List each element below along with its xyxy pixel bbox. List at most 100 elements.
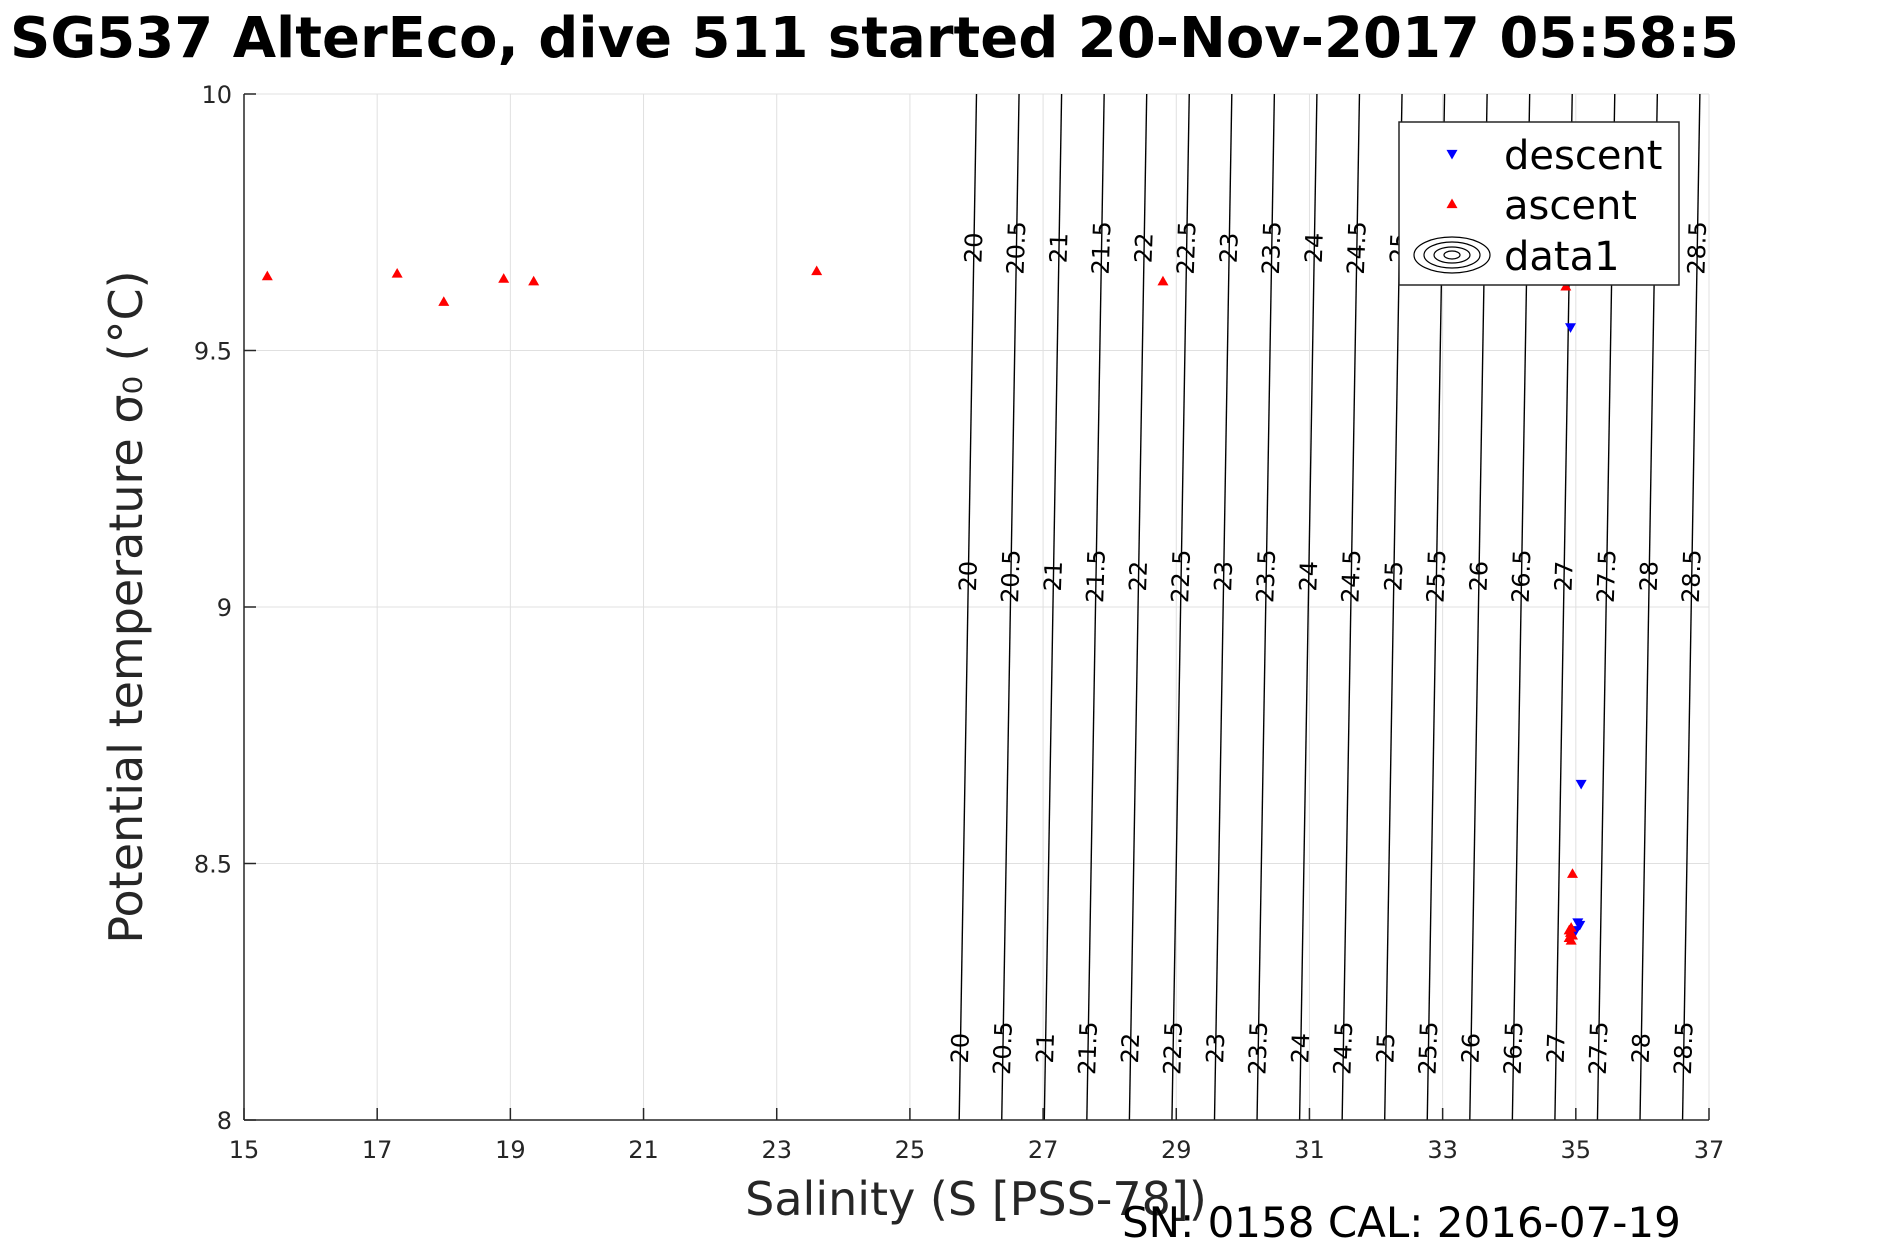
contour-label: 21.5 (1081, 549, 1111, 603)
contour-label: 28.5 (1677, 549, 1707, 603)
contour-label: 21 (1044, 232, 1073, 264)
x-axis-label: Salinity (S [PSS-78]) (745, 1172, 1207, 1226)
contour-line (1681, 93, 1701, 1121)
contour-label: 20 (946, 1032, 975, 1064)
contour-line (1043, 93, 1063, 1121)
x-tick-label: 35 (1561, 1136, 1592, 1164)
contour-label: 21.5 (1087, 221, 1117, 275)
contour-label: 25.5 (1414, 1021, 1444, 1075)
x-tick-label: 15 (229, 1136, 260, 1164)
legend-contour-icon (1423, 241, 1481, 269)
legend-label-data1: data1 (1504, 234, 1620, 280)
x-tick-label: 31 (1294, 1136, 1325, 1164)
contour-label: 25 (1379, 560, 1408, 592)
chart-title: SG537 AlterEco, dive 511 started 20-Nov-… (10, 6, 1739, 71)
contour-label: 22 (1116, 1032, 1145, 1064)
contour-label: 22.5 (1172, 221, 1202, 275)
axes: 15 17 19 21 23 25 27 29 31 33 35 37 8 8.5 9 9.5 10 Salini… (99, 81, 1724, 1226)
contour-label: 20.5 (988, 1021, 1018, 1075)
contour-label: 28 (1635, 560, 1664, 592)
grid (243, 93, 1710, 1121)
x-tick-label: 21 (628, 1136, 659, 1164)
contour-label: 23.5 (1243, 1021, 1273, 1075)
contour-label: 26.5 (1507, 549, 1537, 603)
contour-label: 22.5 (1158, 1021, 1188, 1075)
legend-label-descent: descent (1504, 133, 1662, 179)
y-tick-label: 9.5 (194, 338, 232, 366)
contour-label: 21.5 (1073, 1021, 1103, 1075)
contour-label: 20 (954, 560, 983, 592)
ascent-point (528, 275, 540, 286)
y-axis-label: Potential temperature σ₀ (°C) (99, 270, 153, 943)
contour-line (1001, 93, 1020, 1121)
contour-label: 21 (1039, 560, 1068, 592)
contour-label: 23.5 (1251, 549, 1281, 603)
contour-label: 25.5 (1422, 549, 1452, 603)
legend-contour-icon (1413, 236, 1491, 274)
descent-point (1575, 779, 1587, 790)
descent-point (1564, 323, 1576, 333)
contour-label: 20.5 (996, 549, 1026, 603)
x-tick-label: 19 (495, 1136, 526, 1164)
contour-line (1341, 93, 1361, 1121)
contour-label: 26 (1464, 560, 1493, 592)
contour-line (1128, 93, 1148, 1121)
y-tick-label: 10 (201, 81, 232, 109)
legend-contour-icon (1443, 250, 1461, 260)
contour-label: 28 (1627, 1032, 1656, 1064)
ascent-point (261, 270, 273, 281)
contour-label: 23 (1215, 232, 1244, 264)
x-tick-label: 17 (362, 1136, 393, 1164)
contour-label: 21 (1031, 1032, 1060, 1064)
x-tick-label: 29 (1161, 1136, 1192, 1164)
contour-label: 22 (1130, 232, 1159, 264)
legend-marker-ascent (1446, 198, 1458, 209)
contour-line (1171, 93, 1190, 1121)
contour-label: 27 (1542, 1032, 1571, 1064)
x-tick-label: 33 (1427, 1136, 1458, 1164)
contour-label: 24 (1294, 560, 1323, 592)
contour-label: 22 (1124, 560, 1153, 592)
x-tick-label: 25 (895, 1136, 926, 1164)
contour-label: 20.5 (1002, 221, 1032, 275)
contour-label: 26.5 (1499, 1021, 1529, 1075)
ascent-point (1566, 868, 1578, 878)
contour-line (1213, 93, 1233, 1121)
serial-cal-label: SN: 0158 CAL: 2016-07-19 (1122, 1198, 1681, 1247)
contour-label: 20 (959, 232, 988, 264)
x-tick-label: 23 (761, 1136, 792, 1164)
contour-label: 23.5 (1257, 221, 1287, 275)
y-tick-label: 8 (217, 1107, 232, 1135)
legend-label-ascent: ascent (1504, 183, 1637, 229)
contour-line (1256, 93, 1276, 1121)
x-tick-label: 37 (1694, 1136, 1725, 1164)
ascent-point (498, 273, 510, 283)
ascent-point (1157, 275, 1169, 286)
ascent-point (811, 265, 823, 276)
legend-contour-icon (1433, 246, 1471, 264)
y-tick-label: 8.5 (194, 851, 232, 879)
contour-line (958, 93, 978, 1121)
contour-label: 27.5 (1592, 549, 1622, 603)
y-tick-label: 9 (217, 594, 232, 622)
contour-label: 24.5 (1336, 549, 1366, 603)
legend-marker-descent (1446, 149, 1458, 160)
ascent-point (1565, 934, 1577, 945)
ascent-point (438, 296, 450, 306)
contour-label: 26 (1456, 1032, 1485, 1064)
descent-point (1574, 920, 1586, 931)
contour-line (1298, 93, 1318, 1121)
contour-label: 22.5 (1166, 549, 1196, 603)
contour-label: 27.5 (1584, 1021, 1614, 1075)
contour-label: 25 (1371, 1032, 1400, 1064)
contour-label: 28.5 (1682, 221, 1712, 275)
contour-label: 24.5 (1328, 1021, 1358, 1075)
contour-label: 23 (1209, 560, 1238, 592)
ascent-point (391, 268, 403, 278)
contour-label: 24.5 (1342, 221, 1372, 275)
contour-label: 28.5 (1669, 1021, 1699, 1075)
contour-label: 24 (1286, 1032, 1315, 1064)
contour-line (1086, 93, 1105, 1121)
